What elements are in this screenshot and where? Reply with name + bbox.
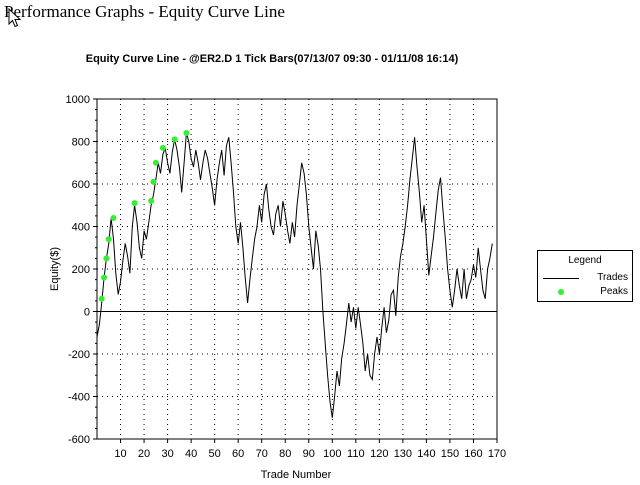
x-tick-label: 60 bbox=[232, 448, 244, 460]
window-title: Performance Graphs - Equity Curve Line bbox=[4, 2, 285, 21]
peak-marker bbox=[110, 215, 117, 221]
peak-marker bbox=[103, 255, 110, 262]
y-tick-label: -600 bbox=[68, 434, 90, 446]
trades-line bbox=[96, 132, 493, 418]
peak-marker bbox=[98, 295, 105, 302]
peak-markers bbox=[98, 130, 190, 302]
x-tick-label: 120 bbox=[370, 448, 388, 460]
y-tick-label: 1000 bbox=[66, 94, 90, 106]
x-tick-label: 160 bbox=[464, 448, 482, 460]
x-tick-label: 150 bbox=[441, 448, 459, 460]
peak-marker bbox=[150, 178, 157, 185]
x-tick-label: 70 bbox=[256, 448, 268, 460]
cursor-icon bbox=[8, 8, 22, 28]
peak-marker bbox=[159, 144, 166, 151]
x-tick-label: 170 bbox=[488, 448, 506, 460]
x-tick-label: 50 bbox=[209, 448, 221, 460]
peak-marker bbox=[148, 198, 155, 204]
peak-marker bbox=[171, 136, 178, 143]
legend: Legend Trades Peaks bbox=[537, 250, 633, 302]
legend-label-peaks: Peaks bbox=[600, 286, 628, 297]
x-axis-label: Trade Number bbox=[261, 469, 332, 481]
legend-line-swatch bbox=[543, 278, 579, 279]
x-tick-label: 90 bbox=[303, 448, 315, 460]
legend-title: Legend bbox=[568, 255, 602, 266]
x-tick-label: 80 bbox=[279, 448, 291, 460]
grid-lines bbox=[97, 98, 498, 440]
legend-dot-swatch bbox=[558, 289, 564, 295]
x-tick-label: 100 bbox=[323, 448, 341, 460]
x-tick-label: 20 bbox=[138, 448, 150, 460]
axis-ticks: 10 20 30 40 50 60 70 80 90 100 110 120 130 140 150 160 1… bbox=[66, 94, 507, 460]
peak-marker bbox=[101, 274, 108, 281]
peak-marker bbox=[183, 130, 190, 136]
x-tick-label: 110 bbox=[347, 448, 365, 460]
y-tick-label: -200 bbox=[68, 349, 90, 361]
x-tick-label: 140 bbox=[417, 448, 435, 460]
peak-marker bbox=[105, 236, 112, 243]
y-axis-label: Equity($) bbox=[49, 247, 61, 291]
legend-label-trades: Trades bbox=[597, 272, 628, 283]
y-tick-label: 200 bbox=[72, 264, 90, 276]
y-tick-label: 600 bbox=[72, 179, 90, 191]
x-tick-label: 40 bbox=[185, 448, 197, 460]
x-tick-label: 30 bbox=[161, 448, 173, 460]
peak-marker bbox=[131, 200, 138, 207]
legend-item-trades: Trades bbox=[538, 271, 632, 285]
x-tick-label: 130 bbox=[394, 448, 412, 460]
y-tick-label: 400 bbox=[72, 222, 90, 234]
y-tick-label: 0 bbox=[84, 307, 90, 319]
legend-item-peaks: Peaks bbox=[538, 285, 632, 299]
series-layer bbox=[96, 132, 493, 418]
peak-marker bbox=[152, 159, 159, 166]
x-tick-label: 10 bbox=[114, 448, 126, 460]
y-tick-label: -400 bbox=[68, 392, 90, 404]
y-tick-label: 800 bbox=[72, 137, 90, 149]
chart-title: Equity Curve Line - @ER2.D 1 Tick Bars(0… bbox=[86, 53, 459, 65]
